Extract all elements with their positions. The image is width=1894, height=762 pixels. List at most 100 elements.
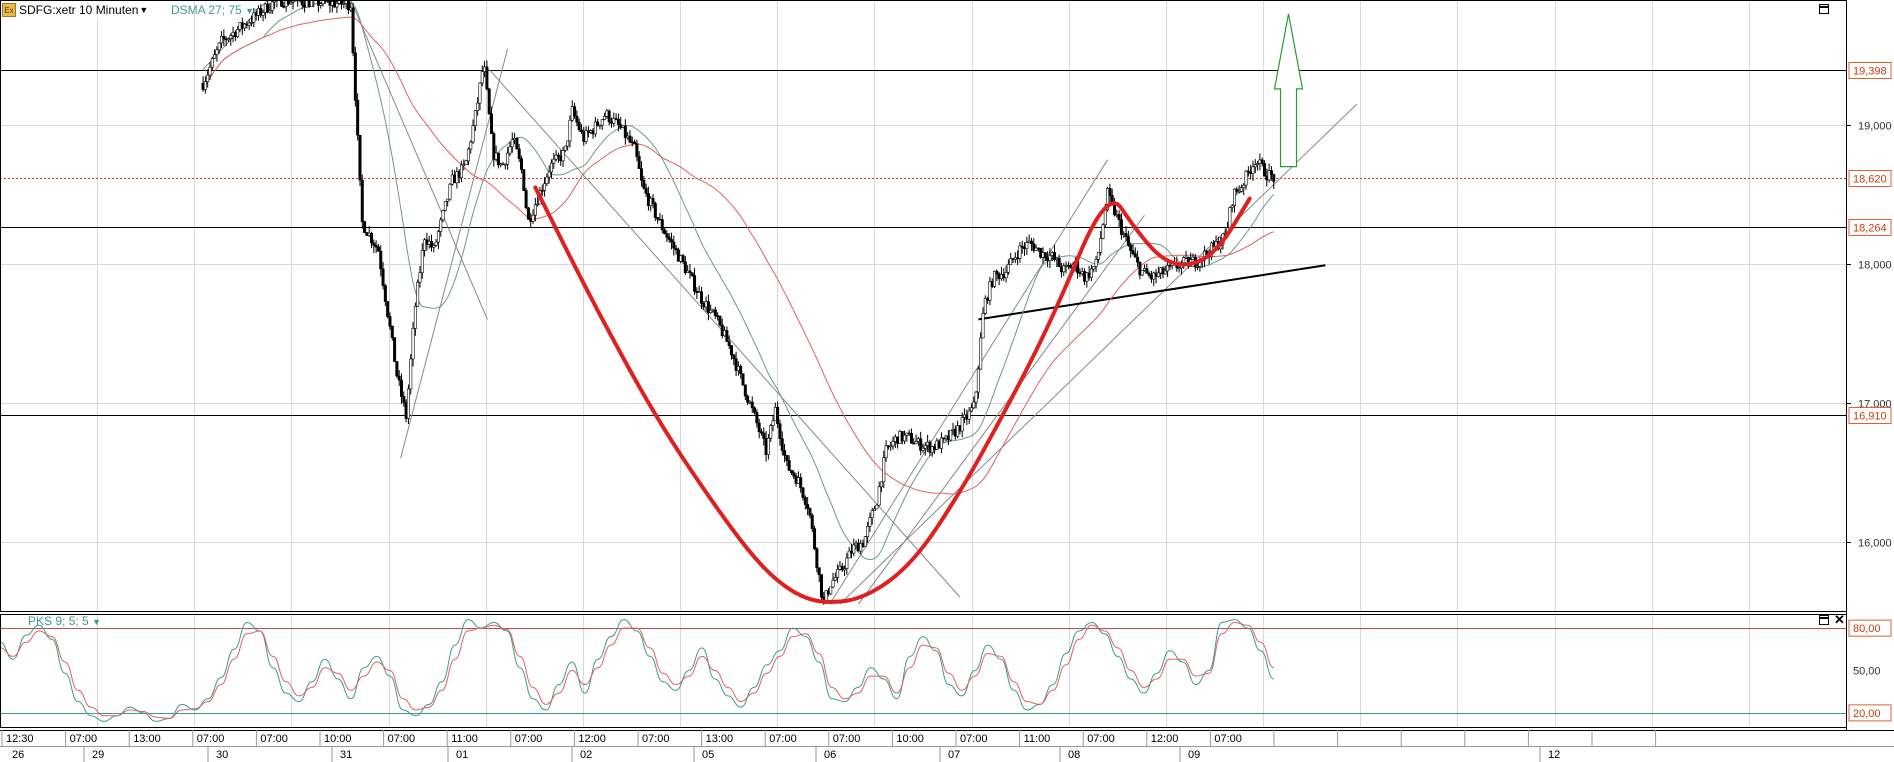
candle-body [642,179,646,189]
candle-body [208,66,212,76]
candle-body [843,568,847,571]
candle-body [877,486,881,506]
price-level-box [1848,170,1892,187]
candle-body [1043,252,1047,259]
candle-body [471,125,475,143]
candle-body [432,244,436,248]
candle-body [1138,261,1142,276]
candle-body [388,316,392,327]
x-time-label: 07:00 [388,733,416,745]
candle-body [210,58,214,68]
candle-body [882,457,886,483]
x-day-label: 09 [1188,749,1200,761]
candle-body [713,309,717,316]
candle-body [840,565,844,571]
candle-body [552,158,556,164]
candle-body [810,514,814,529]
candle-body [1094,259,1098,267]
candle-body [1230,205,1234,208]
candle-body [480,71,484,84]
candle-body [381,268,385,286]
x-time-label: 07:00 [1087,733,1115,745]
x-time-label: 07:00 [70,733,98,745]
candle-body [993,270,997,287]
candle-body [1156,272,1160,277]
candle-body [464,160,468,165]
x-day-label: 30 [216,749,228,761]
trendlines [202,0,1358,605]
x-time-label: 11:00 [451,733,478,745]
oscillator-panel [0,619,1846,722]
candle-body [732,354,736,360]
x-day-label: 02 [580,749,592,761]
candles [201,0,1276,605]
candle-body [229,35,233,39]
candle-body [1129,245,1133,251]
chevron-down-icon[interactable]: ▼ [245,6,254,16]
candle-body [967,410,971,420]
candle-body [340,0,344,5]
x-time-label: 07:00 [769,733,797,745]
candle-body [914,441,918,444]
lower-indicator-selector[interactable]: PKS 9; 5; 5 ▼ [28,614,101,628]
candle-body [593,121,597,135]
candle-body [783,450,787,456]
maximize-oscillator-button[interactable] [1819,615,1829,625]
candle-body [1018,245,1022,259]
candle-body [688,270,692,274]
candle-body [1168,265,1172,267]
candle-body [1177,267,1181,270]
candle-body [725,330,729,342]
candle-body [633,141,637,144]
candle-body [247,22,251,26]
candle-body [755,412,759,424]
oscillator-panel-border [0,614,1847,728]
candle-body [441,210,445,221]
candle-body [1053,252,1057,260]
candle-body [358,134,362,181]
candle-body [353,52,357,101]
candle-body [556,154,560,157]
candle-body [390,325,394,338]
candle-body [270,1,274,11]
candle-body [533,204,537,216]
moving-averages [202,0,1275,561]
candle-body [335,3,339,8]
x-time-label: 12:30 [6,733,34,745]
lower-indicator-label: PKS 9; 5; 5 [28,614,89,628]
candle-body [476,102,480,111]
candle-body [879,481,883,488]
candle-body [563,145,567,151]
close-oscillator-button[interactable]: ✕ [1834,612,1845,627]
maximize-panel-button[interactable] [1819,4,1829,14]
candle-body [656,217,660,220]
main-indicator-selector[interactable]: DSMA 27; 75 ▼ [171,3,254,17]
candle-body [446,198,450,202]
candle-body [566,140,570,147]
symbol-selector[interactable]: Ex SDFG:xetr 10 Minuten ▼ [2,2,152,18]
candle-body [1228,207,1232,228]
candle-body [1103,209,1107,226]
candle-body [406,388,410,419]
candle-body [215,49,219,55]
candle-body [1092,266,1096,270]
candle-body [459,164,463,179]
candle-body [416,281,420,307]
candle-body [1263,163,1267,177]
candle-body [409,358,413,390]
candle-body [492,133,496,160]
candle-body [1246,170,1250,173]
candle-body [789,470,793,473]
chevron-down-icon[interactable]: ▼ [92,617,101,627]
candle-body [1029,240,1033,245]
candle-body [579,129,583,132]
candle-body [785,455,789,461]
candle-body [616,118,620,125]
chevron-down-icon[interactable]: ▼ [139,5,149,15]
y-tick-label: 18,000 [1858,260,1892,272]
candle-body [466,148,470,162]
candle-body [803,497,807,505]
candle-body [674,247,678,251]
price-level-label: 19,398 [1853,66,1887,78]
